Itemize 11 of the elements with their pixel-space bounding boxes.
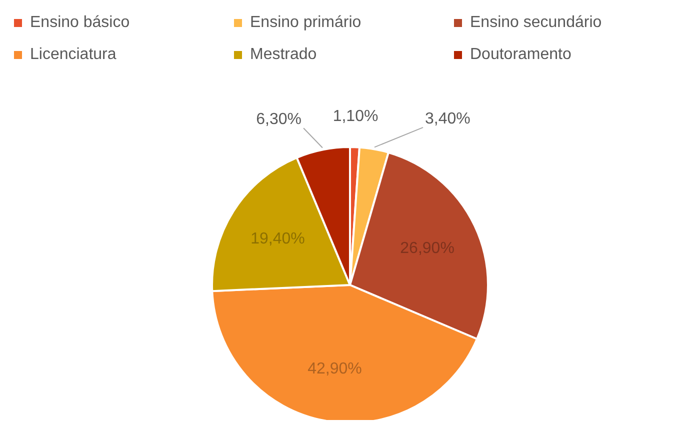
legend-label: Ensino primário [250, 14, 362, 32]
legend-label: Ensino secundário [470, 14, 602, 32]
data-label: 3,40% [425, 110, 470, 128]
data-label: 6,30% [256, 111, 302, 128]
data-label: 1,10% [332, 108, 378, 126]
legend-label: Ensino básico [30, 14, 130, 32]
legend-label: Licenciatura [30, 46, 116, 64]
legend-label: Mestrado [250, 46, 317, 64]
data-label: 42,90% [308, 360, 362, 378]
legend-label: Doutoramento [470, 46, 572, 64]
data-label: 19,40% [250, 230, 305, 248]
